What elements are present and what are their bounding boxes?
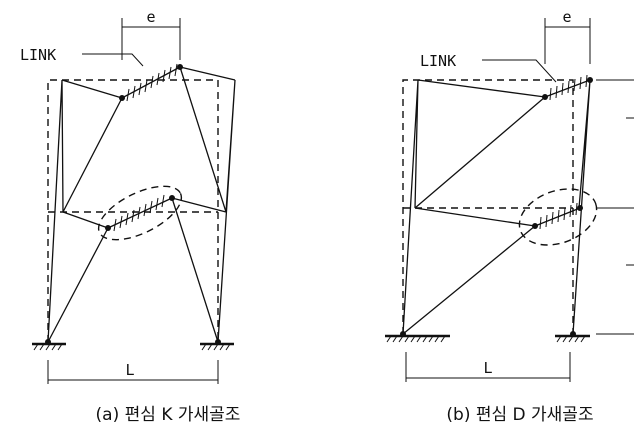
frame-b-e-dimension: [544, 18, 591, 64]
frame-a-l-dimension: [47, 360, 219, 384]
frame-a: e LINK L (a) 편심 K 가새골조: [20, 8, 240, 425]
frame-a-e-dimension: [121, 18, 181, 60]
frame-b-link-upper-node-right: [587, 77, 593, 83]
frame-a-undeformed-outline: [47, 79, 219, 342]
frame-a-link-lower-node-left: [105, 225, 111, 231]
frame-b-support-left: [385, 331, 450, 343]
frame-b-link-label: LINK: [420, 52, 456, 70]
frame-a-link-upper: [121, 66, 181, 99]
frame-a-support-right: [200, 339, 234, 351]
frame-b-support-right: [555, 331, 590, 343]
frame-b-link-lower: [534, 207, 581, 227]
frame-a-link-highlight-ellipse: [97, 185, 183, 241]
frame-b-link-lower-hatch: [539, 202, 578, 230]
frame-b-undeformed-outline: [402, 79, 574, 334]
frame-b-braces: [402, 96, 546, 335]
frame-a-link-upper-node-left: [119, 95, 125, 101]
frame-a-link-leader: [82, 53, 144, 67]
frame-a-deformed-columns: [47, 79, 236, 343]
frame-a-caption: (a) 편심 K 가새골조: [96, 405, 241, 425]
frame-b-link-lower-node-left: [532, 223, 538, 229]
frame-b-l-label: L: [483, 359, 492, 377]
frame-b-deformed-beams: [414, 79, 546, 227]
frame-b-caption: (b) 편심 D 가새골조: [446, 405, 593, 425]
frame-b-link-upper-hatch: [549, 74, 588, 101]
frame-a-e-label: e: [146, 8, 155, 26]
frame-b-deformed-columns: [402, 79, 591, 335]
frame-b-link-upper: [544, 79, 591, 98]
frame-a-link-upper-node-right: [177, 64, 183, 70]
frame-b-link-leader: [482, 59, 557, 83]
frame-b-l-dimension: [405, 352, 571, 382]
frame-a-l-label: L: [125, 361, 134, 379]
frame-a-braces: [47, 66, 227, 343]
frame-a-support-left: [32, 339, 66, 351]
frame-b-story-dimension: [596, 79, 634, 335]
frame-a-link-lower-hatch: [113, 194, 165, 232]
frame-a-deformed-beams: [61, 66, 236, 229]
frame-a-link-lower-node-right: [169, 195, 175, 201]
frame-b-link-lower-node-right: [577, 205, 583, 211]
frame-a-link-label: LINK: [20, 46, 56, 64]
frame-b-link-upper-node-left: [542, 94, 548, 100]
frame-b-link-highlight-ellipse: [518, 188, 598, 246]
frame-a-link-upper-hatch: [126, 63, 178, 102]
frame-b: e LINK L (b) 편심 D 가새골조: [385, 8, 634, 425]
frame-b-e-label: e: [562, 8, 571, 26]
frame-a-link-lower: [107, 197, 173, 229]
